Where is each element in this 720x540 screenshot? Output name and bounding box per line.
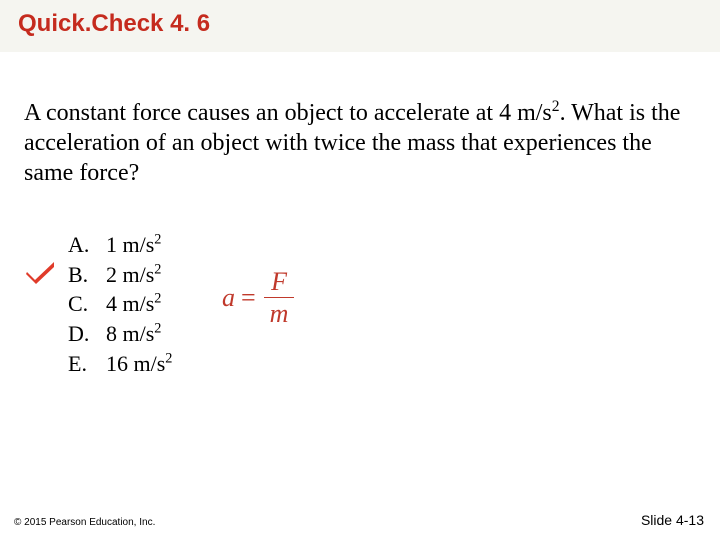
- formula-numerator: F: [265, 268, 293, 297]
- question-sup: 2: [552, 98, 560, 115]
- option-value: 4 m/s2: [106, 289, 161, 319]
- formula-lhs: a: [222, 283, 235, 313]
- slide-header: Quick.Check 4. 6: [0, 0, 720, 52]
- checkmark-icon: [24, 258, 58, 294]
- option-letter: A.: [68, 230, 106, 260]
- option-e: E. 16 m/s2: [68, 349, 696, 379]
- answer-options: A. 1 m/s2 B. 2 m/s2 C. 4 m/s2 D. 8 m/s2 …: [68, 230, 696, 378]
- formula-denominator: m: [264, 297, 295, 327]
- option-d: D. 8 m/s2: [68, 319, 696, 349]
- formula: a = F m: [222, 268, 294, 328]
- option-c: C. 4 m/s2: [68, 289, 696, 319]
- question-text: A constant force causes an object to acc…: [24, 98, 696, 188]
- option-a: A. 1 m/s2: [68, 230, 696, 260]
- option-letter: E.: [68, 349, 106, 379]
- copyright-text: © 2015 Pearson Education, Inc.: [14, 517, 155, 528]
- slide-title: Quick.Check 4. 6: [18, 10, 702, 38]
- question-prefix: A constant force causes an object to acc…: [24, 100, 552, 126]
- option-value: 8 m/s2: [106, 319, 161, 349]
- formula-fraction: F m: [264, 268, 295, 328]
- option-value: 1 m/s2: [106, 230, 161, 260]
- formula-eq: =: [241, 283, 256, 313]
- option-value: 2 m/s2: [106, 260, 161, 290]
- slide-number: Slide 4-13: [641, 512, 704, 528]
- option-value: 16 m/s2: [106, 349, 172, 379]
- option-letter: B.: [68, 260, 106, 290]
- option-b: B. 2 m/s2: [68, 260, 696, 290]
- slide-content: A constant force causes an object to acc…: [0, 52, 720, 378]
- option-letter: D.: [68, 319, 106, 349]
- option-letter: C.: [68, 289, 106, 319]
